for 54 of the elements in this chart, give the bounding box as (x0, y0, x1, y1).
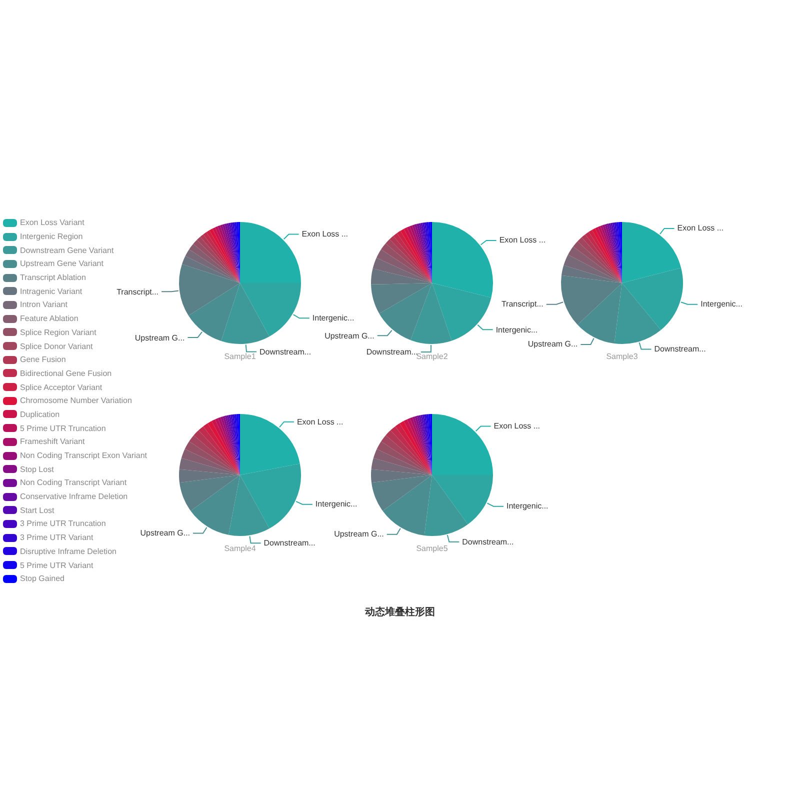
legend-label: 5 Prime UTR Variant (20, 560, 94, 570)
legend-label: Upstream Gene Variant (20, 259, 104, 268)
data-label: Intergenic... (700, 300, 742, 309)
text: 动态堆叠柱形图 (364, 606, 436, 619)
legend-label: Downstream Gene Variant (20, 246, 114, 255)
data-label: Downstream... (654, 344, 706, 354)
legend-label: Non Coding Transcript Exon Variant (20, 451, 148, 460)
data-label: Intergenic... (312, 314, 354, 323)
data-label: Upstream G... (134, 333, 185, 342)
legend-label: Bidirectional Gene Fusion (20, 368, 112, 378)
legend-label: Splice Donor Variant (20, 342, 93, 351)
legend-label: Conservative Inframe Deletion (20, 492, 128, 502)
legend-label: Frameshift Variant (20, 437, 85, 446)
legend-label: Transcript Ablation (20, 273, 86, 282)
legend-label: Gene Fusion (20, 355, 66, 364)
data-label: Exon Loss ... (302, 230, 348, 239)
data-label: Upstream G... (334, 530, 384, 539)
legend-label: Duplication (20, 410, 60, 419)
legend-label: 3 Prime UTR Variant (20, 533, 94, 542)
legend-label: Chromosome Number Variation (20, 396, 132, 406)
legend-label: 5 Prime UTR Truncation (20, 424, 106, 433)
data-label: Upstream G... (324, 331, 374, 340)
data-label: Transcript... (116, 287, 159, 296)
data-label: Upstream G... (528, 340, 578, 349)
data-label: Transcript... (501, 300, 544, 309)
slice-label: Sample1 (224, 352, 256, 361)
legend-label: Splice Acceptor Variant (20, 382, 102, 392)
legend-label: Stop Lost (20, 464, 54, 474)
legend-label: Stop Gained (20, 574, 64, 584)
legend-label: Intergenic Region (20, 232, 83, 242)
data-label: Downstream... (366, 347, 418, 356)
legend-label: Start Lost (20, 506, 54, 515)
data-label: Exon Loss ... (494, 422, 540, 431)
slice-label: Sample4 (224, 544, 256, 553)
data-label: Intergenic... (506, 502, 548, 511)
data-label: Exon Loss ... (296, 417, 344, 426)
slice-label: Sample3 (605, 352, 639, 361)
legend-label: Intragenic Variant (20, 286, 82, 296)
data-label: Exon Loss ... (499, 236, 546, 245)
slice-label: Sample5 (416, 544, 448, 553)
data-label: Downstream... (264, 538, 316, 548)
legend-label: 3 Prime UTR Truncation (20, 519, 106, 528)
legend-label: Exon Loss Variant (20, 218, 84, 228)
legend-label: Intron Variant (20, 300, 68, 310)
data-label: Downstream... (259, 347, 312, 356)
legend-label: Non Coding Transcript Variant (20, 478, 127, 488)
legend-label: Feature Ablation (20, 314, 78, 324)
data-label: Upstream G... (140, 528, 190, 538)
data-label: Intergenic... (315, 500, 358, 509)
data-label: Intergenic... (496, 325, 538, 334)
data-label: Downstream... (462, 537, 514, 546)
legend-label: Splice Region Variant (20, 328, 96, 337)
data-label: Exon Loss ... (677, 224, 724, 233)
legend-label: Disruptive Inframe Deletion (20, 546, 116, 556)
